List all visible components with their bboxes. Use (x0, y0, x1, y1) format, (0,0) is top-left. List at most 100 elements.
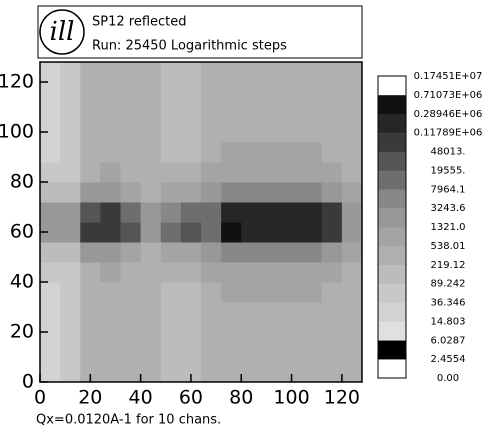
heat-cell (80, 142, 101, 163)
y-tick-label: 20 (10, 321, 34, 343)
heat-cell (60, 142, 81, 163)
heat-cell (301, 242, 323, 263)
heat-cell (60, 262, 81, 283)
heat-cell (140, 82, 162, 103)
heat-cell (100, 162, 121, 183)
heat-cell (40, 322, 61, 343)
heat-cell (261, 262, 282, 283)
heat-cell (261, 102, 282, 123)
colorbar-label: 0.28946E+06 (414, 109, 483, 120)
heat-cell (160, 322, 182, 343)
heat-cell (80, 282, 101, 303)
colorbar-label: 1321.0 (431, 222, 466, 233)
heat-cell (80, 302, 101, 323)
heat-cell (221, 362, 242, 383)
heat-cell (221, 122, 242, 143)
heat-cell (120, 282, 142, 303)
colorbar-band (378, 189, 406, 209)
heat-cell (140, 142, 162, 163)
heat-cell (341, 322, 363, 343)
heat-cell (261, 82, 282, 103)
heat-cell (221, 142, 242, 163)
heat-cell (140, 102, 162, 123)
heat-cell (221, 302, 242, 323)
heat-cell (281, 342, 303, 363)
heat-cell (80, 322, 101, 343)
plot-frame (39, 61, 363, 383)
x-tick-label: 80 (229, 387, 253, 409)
heat-cell (201, 122, 222, 143)
heat-cell (60, 322, 81, 343)
heat-cell (160, 222, 182, 243)
heat-cell (40, 62, 61, 83)
heat-cell (201, 142, 222, 163)
heat-cell (321, 282, 343, 303)
heat-cell (100, 182, 121, 203)
heat-cell (201, 62, 222, 83)
heat-cell (120, 122, 142, 143)
heat-cell (341, 122, 363, 143)
heat-cell (60, 202, 81, 223)
x-tick-label: 0 (34, 387, 46, 409)
heat-cell (221, 322, 242, 343)
heat-cell (341, 162, 363, 183)
heat-cell (341, 222, 363, 243)
heat-cell (241, 202, 262, 223)
colorbar-band (378, 208, 406, 228)
heat-cell (261, 302, 282, 323)
heat-cell (40, 102, 61, 123)
x-tick-label: 120 (324, 387, 360, 409)
heat-cell (40, 182, 61, 203)
heat-cell (180, 182, 202, 203)
colorbar-label: 0.71073E+06 (414, 90, 483, 101)
heat-cell (241, 262, 262, 283)
y-tick-label: 80 (10, 171, 34, 193)
heat-cell (261, 342, 282, 363)
heat-cell (301, 342, 323, 363)
heat-cell (281, 82, 303, 103)
heat-cell (341, 242, 363, 263)
chart-subtitle: Run: 25450 Logarithmic steps (92, 39, 287, 54)
heat-cell (60, 62, 81, 83)
heat-cell (120, 182, 142, 203)
heat-cell (301, 102, 323, 123)
heat-cell (60, 182, 81, 203)
y-tick-label: 60 (10, 221, 34, 243)
heat-cell (241, 222, 262, 243)
heat-cell (261, 242, 282, 263)
heat-cell (100, 242, 121, 263)
heat-cell (100, 142, 121, 163)
heat-cell (160, 82, 182, 103)
heat-cell (80, 102, 101, 123)
heat-cell (180, 102, 202, 123)
heat-cell (281, 282, 303, 303)
heat-cell (100, 282, 121, 303)
heat-cell (40, 122, 61, 143)
colorbar-band (378, 264, 406, 284)
heat-cell (100, 122, 121, 143)
colorbar-band (378, 321, 406, 341)
heat-cell (321, 102, 343, 123)
heat-cell (180, 362, 202, 383)
heat-cell (241, 302, 262, 323)
heat-cell (140, 122, 162, 143)
heat-cell (341, 362, 363, 383)
heat-cell (241, 242, 262, 263)
heat-cell (160, 162, 182, 183)
heat-cell (120, 102, 142, 123)
colorbar-label: 538.01 (431, 241, 466, 252)
heat-cell (201, 262, 222, 283)
heat-cell (180, 202, 202, 223)
heat-cell (140, 242, 162, 263)
heat-cell (140, 162, 162, 183)
heat-cell (60, 162, 81, 183)
heat-cell (261, 222, 282, 243)
heat-cell (281, 162, 303, 183)
heat-cell (120, 222, 142, 243)
heat-cell (140, 282, 162, 303)
heat-cell (281, 242, 303, 263)
heat-cell (180, 342, 202, 363)
heat-cell (281, 142, 303, 163)
heat-cell (40, 282, 61, 303)
heat-cell (261, 282, 282, 303)
